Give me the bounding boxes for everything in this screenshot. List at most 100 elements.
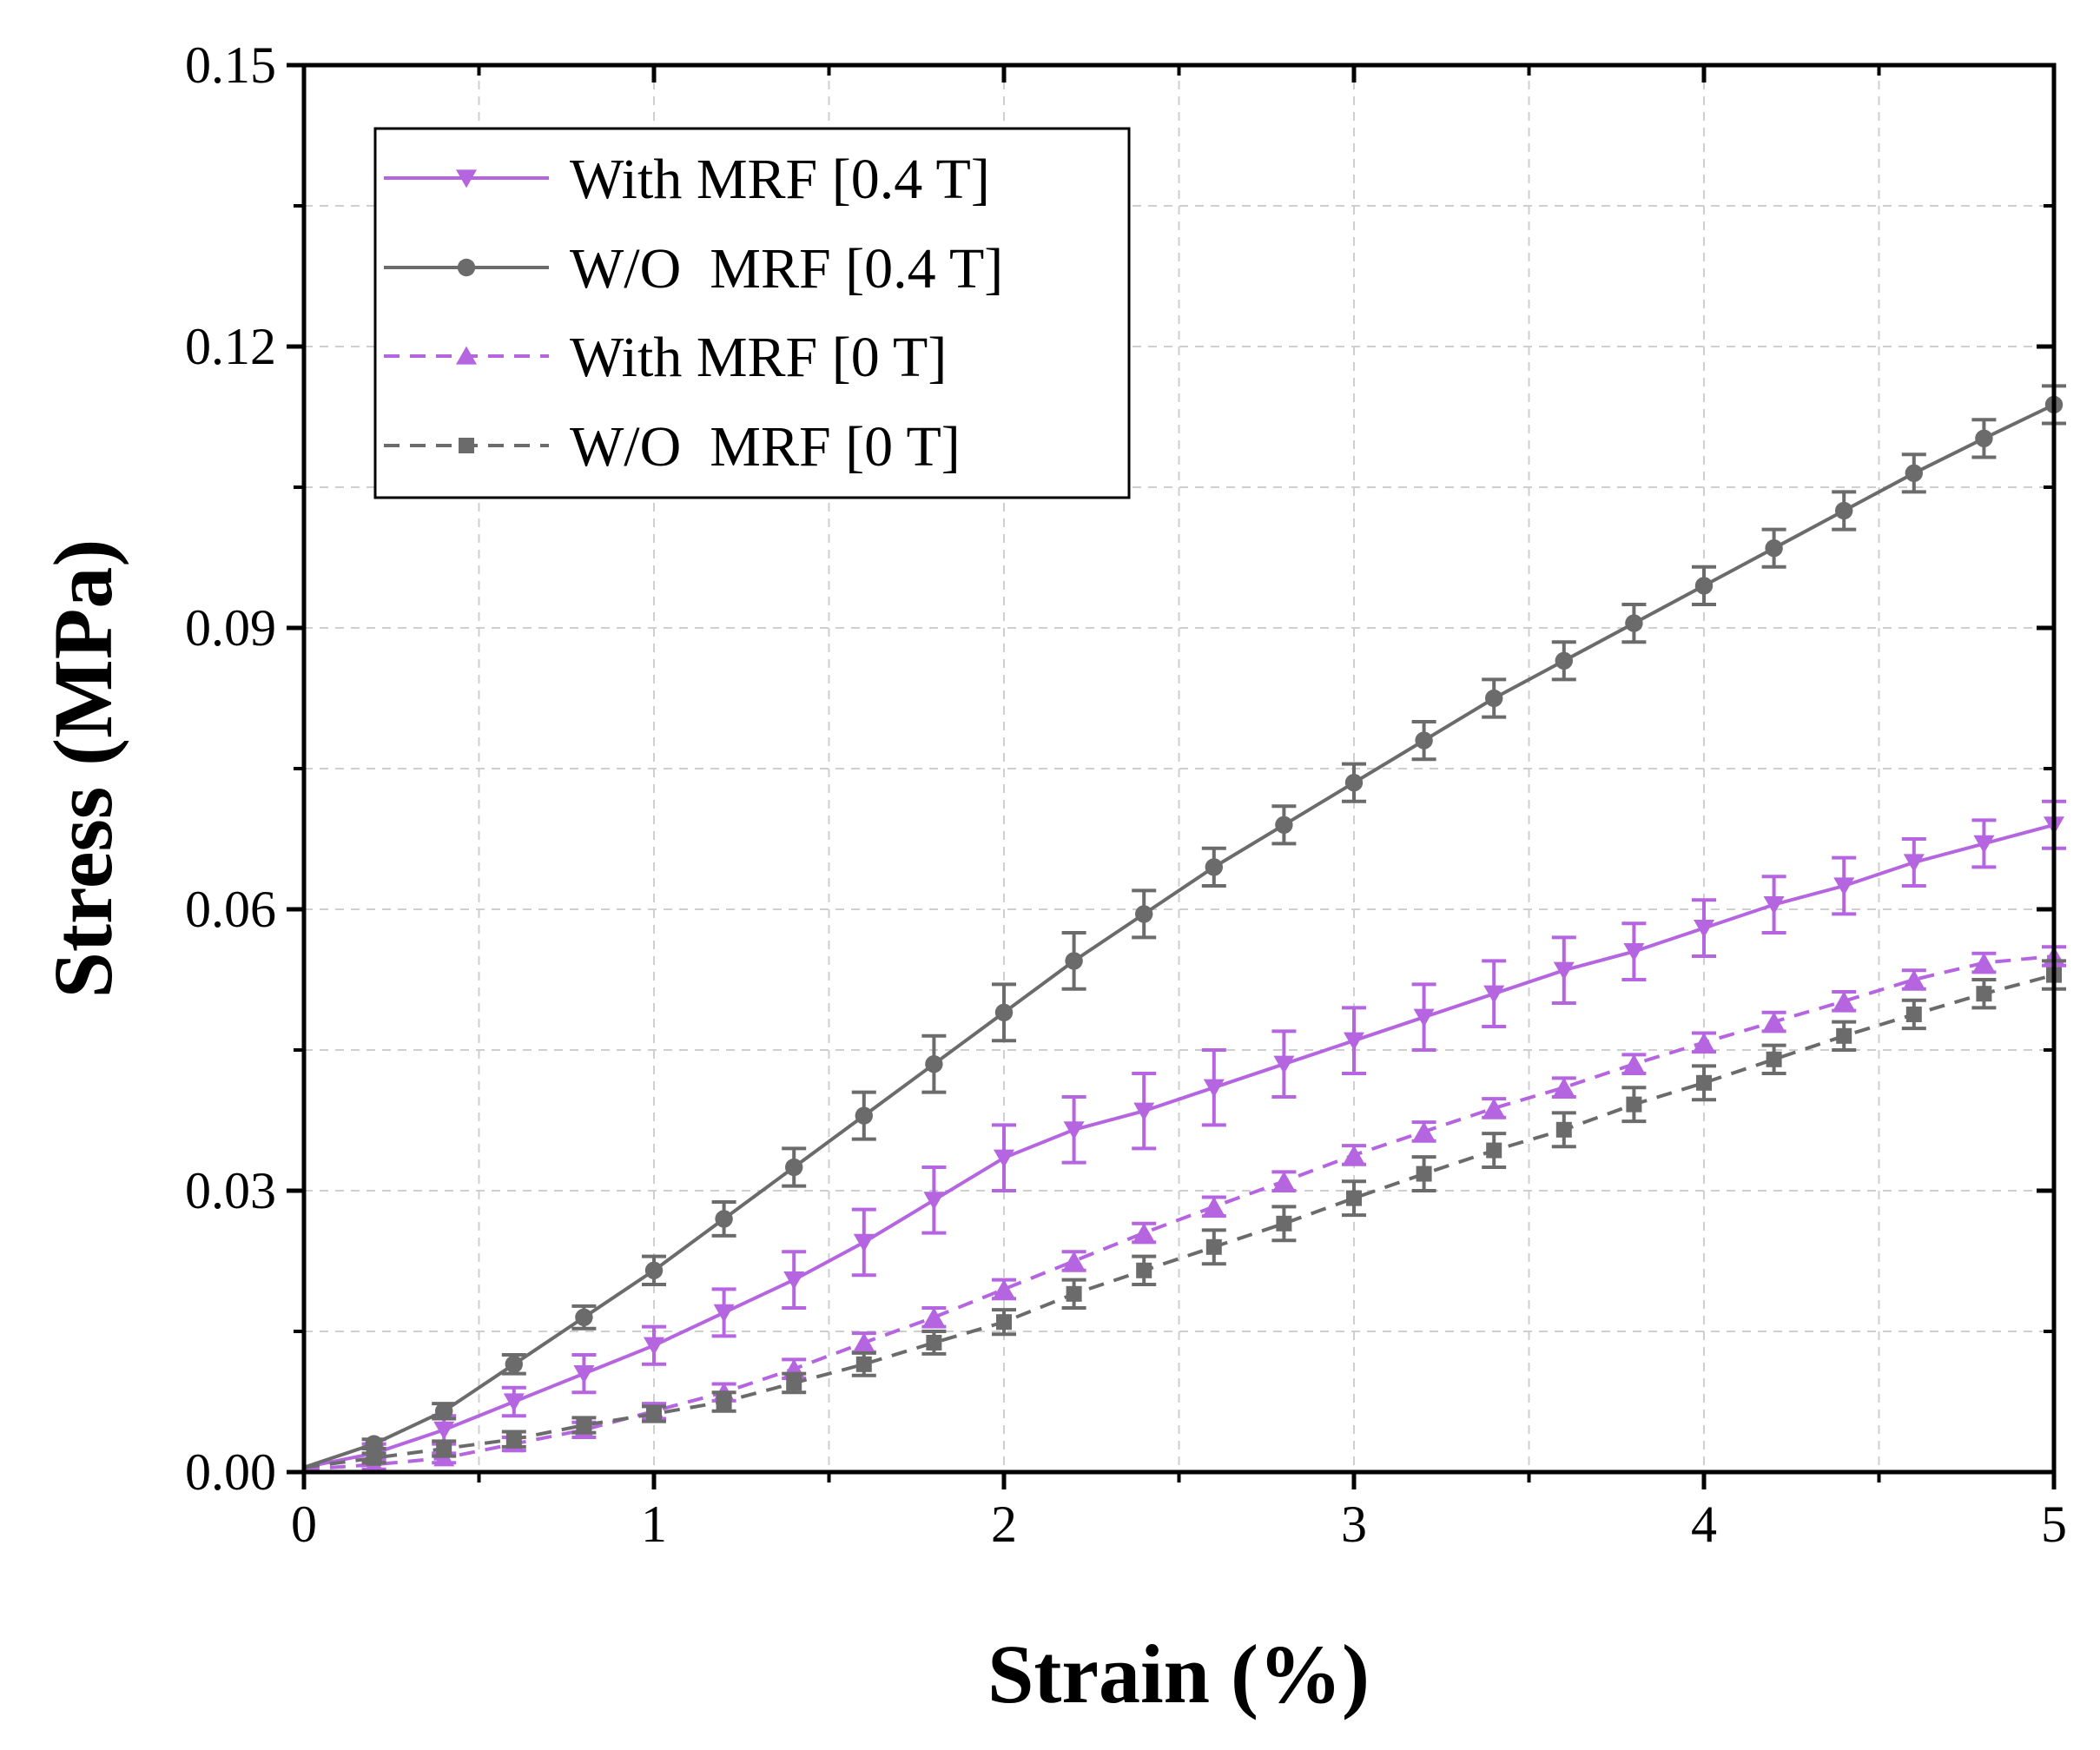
legend-marker [457, 258, 476, 277]
series-line [303, 822, 2055, 1469]
x-tick-label: 4 [1691, 1496, 1717, 1553]
data-point [994, 1003, 1014, 1022]
data-point [433, 1421, 455, 1440]
data-point [644, 1337, 664, 1356]
data-point [644, 1261, 664, 1280]
x-tick-label: 1 [641, 1496, 667, 1553]
data-point [994, 1279, 1014, 1298]
data-point [1975, 429, 1993, 448]
series-1 [303, 799, 2066, 1469]
data-point [435, 1402, 453, 1421]
data-point [1694, 1032, 1714, 1051]
legend-label: W/O MRF [0.4 T] [570, 237, 1003, 300]
data-point [853, 1233, 875, 1252]
data-point [1696, 1074, 1712, 1091]
y-axis-title: Stress (MPa) [36, 539, 129, 999]
data-point [1485, 689, 1503, 708]
series-line [303, 954, 2055, 1471]
data-point [1203, 1079, 1225, 1098]
data-point [575, 1308, 593, 1327]
legend-marker [456, 346, 477, 365]
data-point [1413, 1008, 1435, 1027]
legend-entry: With MRF [0.4 T] [384, 148, 990, 211]
data-point [1275, 816, 1293, 834]
axis-ticks [287, 63, 2057, 1489]
data-point [1066, 1285, 1082, 1302]
data-point [1623, 1053, 1645, 1073]
legend-label: With MRF [0 T] [570, 326, 947, 389]
data-point [1905, 464, 1923, 482]
data-point [646, 1406, 662, 1423]
legend: With MRF [0.4 T] W/O MRF [0.4 T] With MRF … [373, 127, 1131, 499]
data-point [1553, 1077, 1575, 1096]
data-point [1763, 1012, 1785, 1031]
data-point [1903, 969, 1925, 988]
data-point [1346, 1190, 1362, 1206]
data-point [505, 1431, 522, 1448]
data-point [576, 1417, 592, 1433]
data-point [1203, 1196, 1225, 1215]
data-point [1273, 1055, 1295, 1074]
data-point [783, 1271, 805, 1290]
y-tick-label: 0.09 [185, 599, 276, 657]
data-point [1833, 877, 1855, 896]
data-series [303, 384, 2066, 1473]
data-point [1766, 1051, 1782, 1067]
tick-labels: 0 1 2 3 4 5 0.00 0.03 0.06 0.09 0.12 0.15 [185, 36, 2067, 1553]
data-point [1625, 614, 1643, 632]
x-tick-label: 5 [2041, 1496, 2067, 1553]
data-point [925, 1055, 943, 1073]
data-point [1694, 577, 1714, 595]
x-tick-label: 2 [991, 1496, 1017, 1553]
data-point [1973, 953, 1995, 972]
series-4 [303, 959, 2066, 1469]
data-point [1833, 991, 1855, 1010]
data-point [1483, 1098, 1505, 1117]
data-point [1626, 1096, 1642, 1113]
data-point [713, 1304, 735, 1323]
data-point [1273, 1171, 1295, 1190]
data-point [1413, 1121, 1435, 1140]
data-point [1555, 651, 1574, 670]
data-point [1763, 896, 1785, 915]
data-point [923, 1307, 945, 1326]
data-point [1205, 858, 1224, 876]
y-tick-label: 0.00 [185, 1443, 276, 1501]
y-tick-label: 0.15 [185, 36, 276, 94]
data-point [1063, 1121, 1085, 1140]
data-point [503, 1393, 525, 1412]
y-tick-label: 0.06 [185, 881, 276, 938]
data-point [785, 1158, 803, 1177]
data-point [994, 1149, 1014, 1168]
data-point [1836, 1027, 1852, 1044]
x-tick-label: 3 [1341, 1496, 1367, 1553]
data-point [716, 1394, 732, 1410]
data-point [1905, 1006, 1922, 1022]
data-point [1553, 961, 1575, 981]
data-point [1976, 986, 1992, 1002]
data-point [1835, 501, 1853, 520]
data-point [715, 1210, 733, 1228]
legend-entry: W/O MRF [0.4 T] [384, 237, 1003, 300]
data-point [1903, 854, 1925, 873]
data-point [1623, 943, 1645, 961]
data-point [1415, 731, 1433, 750]
data-point [366, 1450, 382, 1466]
data-point [1416, 1166, 1432, 1182]
y-tick-label: 0.12 [185, 318, 276, 375]
data-point [786, 1375, 802, 1391]
legend-entry: W/O MRF [0 T] [384, 415, 961, 479]
data-point [505, 1355, 523, 1374]
legend-marker [456, 169, 477, 188]
series-line [303, 973, 2055, 1469]
data-point [855, 1106, 873, 1125]
data-point [1344, 1032, 1364, 1051]
data-point [1133, 1102, 1155, 1121]
data-point [1205, 1238, 1222, 1255]
data-point [926, 1334, 942, 1350]
data-point [1133, 1223, 1155, 1242]
data-point [923, 1192, 945, 1211]
data-point [1063, 1251, 1085, 1270]
data-point [1065, 952, 1083, 970]
legend-label: With MRF [0.4 T] [570, 148, 990, 211]
